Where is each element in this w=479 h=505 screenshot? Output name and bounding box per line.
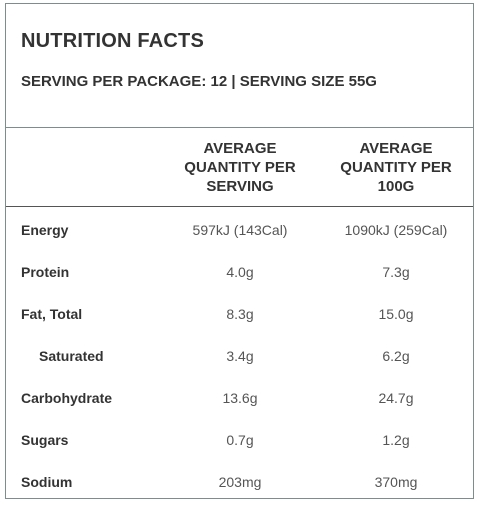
nutrient-per-100g: 6.2g bbox=[382, 348, 410, 364]
nutrient-per-serving: 203mg bbox=[218, 474, 262, 490]
nutrition-facts-panel: NUTRITION FACTS SERVING PER PACKAGE: 12 … bbox=[5, 3, 474, 499]
nutrient-row-protein: Protein 4.0g 7.3g bbox=[6, 249, 473, 291]
nutrient-name: Fat, Total bbox=[21, 306, 83, 322]
nutrition-title: NUTRITION FACTS bbox=[21, 30, 204, 52]
nutrient-name: Energy bbox=[21, 222, 69, 238]
nutrient-row-sodium: Sodium 203mg 370mg bbox=[6, 459, 473, 501]
nutrient-per-serving: 0.7g bbox=[226, 432, 254, 448]
nutrient-per-100g: 24.7g bbox=[378, 390, 414, 406]
nutrient-row-saturated: Saturated 3.4g 6.2g bbox=[6, 333, 473, 375]
nutrient-per-serving: 13.6g bbox=[222, 390, 258, 406]
nutrient-table: Energy 597kJ (143Cal) 1090kJ (259Cal) Pr… bbox=[6, 207, 473, 501]
nutrient-per-100g: 370mg bbox=[374, 474, 418, 490]
nutrient-per-serving: 3.4g bbox=[226, 348, 254, 364]
serving-info: SERVING PER PACKAGE: 12 | SERVING SIZE 5… bbox=[21, 73, 377, 90]
column-header-per-100g: AVERAGE QUANTITY PER 100G bbox=[340, 140, 452, 195]
nutrient-name: Sugars bbox=[21, 432, 69, 448]
nutrient-per-serving: 8.3g bbox=[226, 306, 254, 322]
nutrient-per-serving: 4.0g bbox=[226, 264, 254, 280]
nutrient-per-serving: 597kJ (143Cal) bbox=[192, 222, 288, 238]
nutrient-per-100g: 1090kJ (259Cal) bbox=[344, 222, 448, 238]
nutrient-name: Protein bbox=[21, 264, 70, 280]
nutrient-per-100g: 7.3g bbox=[382, 264, 410, 280]
nutrient-row-fat-total: Fat, Total 8.3g 15.0g bbox=[6, 291, 473, 333]
column-header-per-serving: AVERAGE QUANTITY PER SERVING bbox=[184, 140, 296, 195]
nutrient-row-sugars: Sugars 0.7g 1.2g bbox=[6, 417, 473, 459]
nutrient-row-carbohydrate: Carbohydrate 13.6g 24.7g bbox=[6, 375, 473, 417]
nutrient-per-100g: 15.0g bbox=[378, 306, 414, 322]
nutrition-header: NUTRITION FACTS SERVING PER PACKAGE: 12 … bbox=[6, 4, 473, 128]
nutrient-name: Saturated bbox=[39, 348, 104, 364]
nutrient-name: Carbohydrate bbox=[21, 390, 113, 406]
nutrient-name: Sodium bbox=[21, 474, 73, 490]
nutrient-row-energy: Energy 597kJ (143Cal) 1090kJ (259Cal) bbox=[6, 207, 473, 249]
column-header-row: AVERAGE QUANTITY PER SERVING AVERAGE QUA… bbox=[6, 128, 473, 207]
nutrient-per-100g: 1.2g bbox=[382, 432, 410, 448]
